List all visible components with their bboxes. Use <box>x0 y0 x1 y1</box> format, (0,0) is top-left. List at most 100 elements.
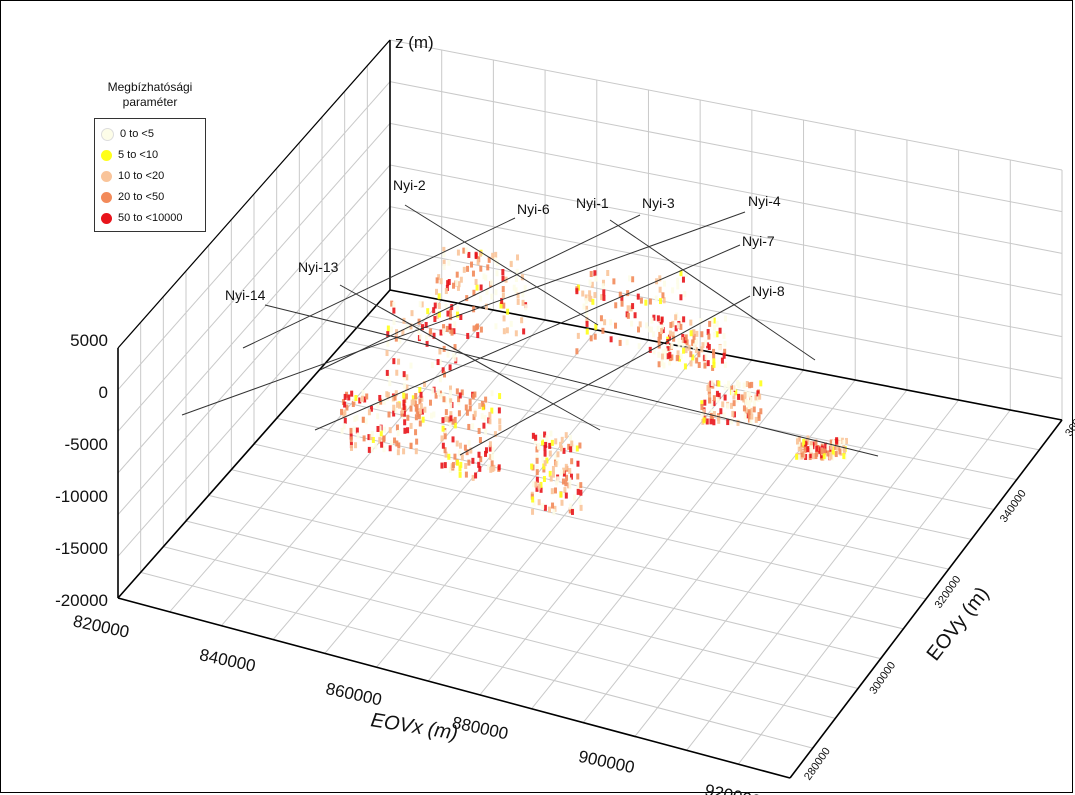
data-point <box>758 393 762 400</box>
data-point <box>578 442 582 449</box>
legend-item: 5 to <10 <box>101 146 158 164</box>
data-point <box>417 411 421 418</box>
data-point <box>567 443 571 450</box>
profile-line <box>181 211 746 416</box>
data-point <box>466 265 470 272</box>
data-point <box>720 357 724 364</box>
data-point <box>657 351 661 358</box>
data-point <box>415 404 419 411</box>
data-point <box>569 446 573 453</box>
data-point <box>451 436 455 443</box>
data-point <box>355 427 359 434</box>
back-wall-line <box>389 164 1063 296</box>
data-point <box>687 344 691 351</box>
profile-line <box>459 295 751 456</box>
data-point <box>451 461 455 468</box>
data-point <box>369 433 373 440</box>
data-point <box>531 496 535 503</box>
data-point <box>483 415 487 422</box>
data-point <box>699 318 703 325</box>
data-point <box>438 359 442 366</box>
data-point <box>467 459 471 466</box>
data-point <box>458 392 462 399</box>
data-point <box>459 313 463 320</box>
data-point <box>757 414 761 421</box>
data-point <box>684 334 688 341</box>
data-point <box>354 442 358 449</box>
data-point <box>453 453 457 460</box>
data-point <box>565 474 569 481</box>
data-point <box>729 402 733 409</box>
data-point <box>358 397 362 404</box>
data-point <box>666 338 670 345</box>
data-point <box>545 435 549 442</box>
z-tick-label: -10000 <box>55 487 108 506</box>
data-point <box>676 283 680 290</box>
data-point <box>585 317 589 324</box>
data-point <box>668 351 672 358</box>
data-point <box>702 408 706 415</box>
data-point <box>420 395 424 402</box>
data-point <box>353 416 357 423</box>
data-point <box>479 265 483 272</box>
data-point <box>457 396 461 403</box>
data-point <box>661 327 665 334</box>
data-point <box>556 476 560 483</box>
data-point <box>402 448 406 455</box>
data-point <box>802 452 806 459</box>
data-point <box>467 423 471 430</box>
data-point <box>490 407 494 414</box>
data-point <box>818 448 822 455</box>
data-point <box>563 487 567 494</box>
data-point <box>815 445 819 452</box>
data-point <box>752 406 756 413</box>
data-point <box>453 321 457 328</box>
data-point <box>706 329 710 336</box>
data-point <box>343 401 347 408</box>
profile-line <box>319 214 641 371</box>
data-point <box>474 251 478 258</box>
data-point <box>618 291 622 298</box>
profile-label: Nyi-7 <box>742 233 775 249</box>
data-point <box>539 486 543 493</box>
data-point <box>732 384 736 391</box>
data-point <box>376 425 380 432</box>
data-point <box>743 413 747 420</box>
data-point <box>361 390 365 397</box>
data-point <box>409 323 413 330</box>
data-point <box>750 381 754 388</box>
legend-item: 0 to <5 <box>101 125 154 143</box>
data-point <box>450 329 454 336</box>
data-point <box>501 286 505 293</box>
data-point <box>383 426 387 433</box>
data-point <box>362 435 366 442</box>
data-point <box>501 269 505 276</box>
data-point <box>521 299 525 306</box>
data-point <box>469 447 473 454</box>
data-point <box>376 413 380 420</box>
data-point <box>471 423 475 430</box>
data-point <box>437 274 441 281</box>
data-point <box>708 320 712 327</box>
data-point <box>355 414 359 421</box>
data-point <box>737 381 741 388</box>
box-edge <box>789 419 1063 779</box>
data-point <box>449 389 453 396</box>
data-point <box>367 446 371 453</box>
data-point <box>814 439 818 446</box>
data-point <box>455 311 459 318</box>
data-point <box>726 419 730 426</box>
data-point <box>561 478 565 485</box>
data-point <box>447 259 451 266</box>
data-point <box>385 369 389 376</box>
data-point <box>543 445 547 452</box>
data-point <box>530 463 534 470</box>
data-point <box>392 410 396 417</box>
data-point <box>626 305 630 312</box>
data-point <box>815 450 819 457</box>
data-point <box>380 441 384 448</box>
data-point <box>404 393 408 400</box>
data-point <box>710 400 714 407</box>
data-point <box>487 256 491 263</box>
data-point <box>490 390 494 397</box>
